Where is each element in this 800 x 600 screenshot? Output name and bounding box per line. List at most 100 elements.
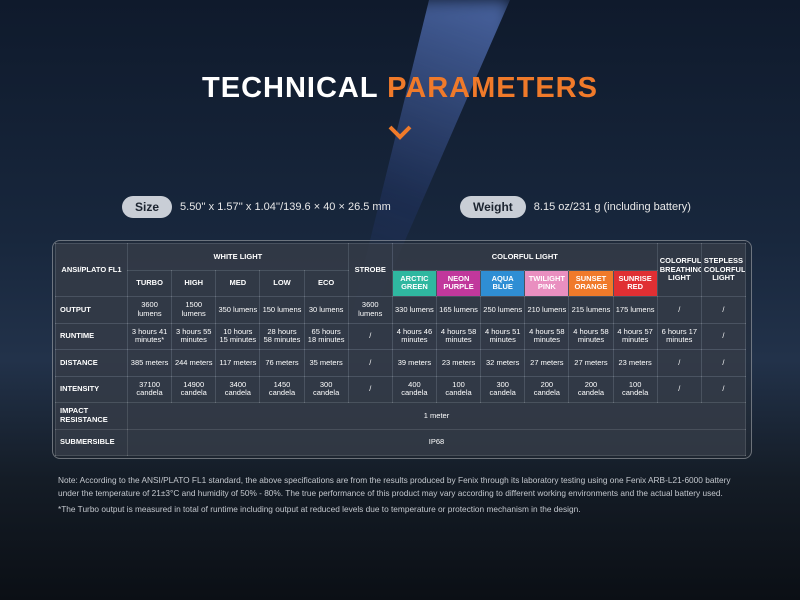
title-part: TECHNICAL xyxy=(202,72,379,104)
cell: 1450 candela xyxy=(259,375,305,403)
cell: 385 meters xyxy=(126,349,173,377)
cell: 28 hours 58 minutes xyxy=(259,322,305,350)
row-label: DISTANCE xyxy=(55,349,128,377)
cell: 200 candela xyxy=(568,375,614,403)
cell: / xyxy=(700,322,747,350)
group-header: STROBE xyxy=(347,243,393,297)
row-label: IMPACT RESISTANCE xyxy=(55,402,128,430)
cell: / xyxy=(656,296,702,324)
cell: 39 meters xyxy=(391,349,437,377)
header-row: TURBO HIGH MED LOW ECO ARCTIC GREEN NEON PURPL… xyxy=(56,269,746,297)
cell: 27 meters xyxy=(568,349,614,377)
cell: 27 meters xyxy=(524,349,570,377)
cell: 330 lumens xyxy=(391,296,437,324)
cell: 400 candela xyxy=(391,375,437,403)
cell: IP68 xyxy=(126,428,747,456)
group-header: COLORFUL BREATHING LIGHT xyxy=(656,243,702,297)
cell: / xyxy=(700,375,747,403)
cell: 4 hours 57 minutes xyxy=(612,322,658,350)
cell: 23 meters xyxy=(435,349,482,377)
cell: 10 hours 15 minutes xyxy=(215,322,261,350)
row-label: INTENSITY xyxy=(55,375,128,403)
mode-header: HIGH xyxy=(171,269,217,297)
cell: / xyxy=(347,375,393,403)
mode-header: MED xyxy=(215,269,261,297)
cell: 14900 candela xyxy=(171,375,217,403)
mode-header: ECO xyxy=(303,269,349,297)
cell: / xyxy=(347,322,393,350)
mode-header: TURBO xyxy=(126,269,173,297)
spec-value: 5.50'' x 1.57'' x 1.04''/139.6 × 40 × 26… xyxy=(180,201,391,213)
cell: 32 meters xyxy=(480,349,526,377)
cell: 1 meter xyxy=(126,402,747,430)
group-header: WHITE LIGHT xyxy=(127,243,349,271)
cell: 175 lumens xyxy=(612,296,658,324)
cell: / xyxy=(700,349,747,377)
cell: 117 meters xyxy=(215,349,261,377)
mode-header: NEON PURPLE xyxy=(435,269,482,297)
mode-header: ARCTIC GREEN xyxy=(391,269,437,297)
table-frame: ANSI/PLATO FL1 WHITE LIGHT STROBE COLORFUL … xyxy=(52,240,752,459)
cell: 35 meters xyxy=(303,349,349,377)
cell: 4 hours 58 minutes xyxy=(568,322,614,350)
cell: 76 meters xyxy=(259,349,305,377)
cell: 4 hours 58 minutes xyxy=(524,322,570,350)
cell: / xyxy=(700,296,747,324)
spec: Size 5.50'' x 1.57'' x 1.04''/139.6 × 40 … xyxy=(122,196,391,218)
corner-cell: ANSI/PLATO FL1 xyxy=(55,243,128,297)
data-row: IMPACT RESISTANCE 1 meter xyxy=(55,402,747,430)
cell: 1500 lumens xyxy=(171,296,217,324)
spec-label: Size xyxy=(122,196,173,218)
spec-table: ANSI/PLATO FL1 WHITE LIGHT STROBE COLORFUL … xyxy=(55,243,747,456)
cell: 30 lumens xyxy=(303,296,349,324)
title: TECHNICAL PARAMETERS xyxy=(0,72,800,105)
cell: 3600 lumens xyxy=(347,296,393,324)
cell: 65 hours 18 minutes xyxy=(303,322,349,350)
cell: 3 hours 41 minutes* xyxy=(126,322,173,350)
cell: / xyxy=(347,349,393,377)
cell: 165 lumens xyxy=(435,296,482,324)
cell: 210 lumens xyxy=(524,296,570,324)
cell: / xyxy=(656,349,702,377)
mode-header: TWILIGHT PINK xyxy=(524,269,570,297)
cell: 300 candela xyxy=(480,375,526,403)
row-label: RUNTIME xyxy=(55,322,128,350)
cell: 6 hours 17 minutes xyxy=(656,322,702,350)
cell: 100 candela xyxy=(612,375,658,403)
mode-header: SUNRISE RED xyxy=(612,269,658,297)
data-row: OUTPUT 3600 lumens 1500 lumens 350 lumens 15… xyxy=(55,296,747,324)
header-row: ANSI/PLATO FL1 WHITE LIGHT STROBE COLORFUL … xyxy=(55,243,747,297)
cell: 350 lumens xyxy=(215,296,261,324)
group-header: COLORFUL LIGHT xyxy=(391,243,658,271)
cell: 200 candela xyxy=(524,375,570,403)
cell: 244 meters xyxy=(171,349,217,377)
cell: 3400 candela xyxy=(215,375,261,403)
cell: 4 hours 58 minutes xyxy=(435,322,482,350)
cell: 23 meters xyxy=(612,349,658,377)
note: *The Turbo output is measured in total o… xyxy=(58,504,581,514)
row-label: SUBMERSIBLE xyxy=(55,428,128,456)
cell: 215 lumens xyxy=(568,296,614,324)
cell: 100 candela xyxy=(435,375,482,403)
spec-value: 8.15 oz/231 g (including battery) xyxy=(533,201,691,213)
spec-label: Weight xyxy=(460,196,526,218)
row-label: OUTPUT xyxy=(55,296,128,324)
cell: 150 lumens xyxy=(259,296,305,324)
chevron-icon xyxy=(388,125,412,140)
cell: 250 lumens xyxy=(480,296,526,324)
cell: 3600 lumens xyxy=(126,296,173,324)
cell: 300 candela xyxy=(303,375,349,403)
cell: 3 hours 55 minutes xyxy=(171,322,217,350)
cell: 37100 candela xyxy=(126,375,173,403)
title-part: PARAMETERS xyxy=(387,72,598,104)
cell: 4 hours 51 minutes xyxy=(480,322,526,350)
data-row: SUBMERSIBLE IP68 xyxy=(55,428,747,456)
data-row: RUNTIME 3 hours 41 minutes* 3 hours 55 min… xyxy=(55,322,747,350)
cell: 4 hours 46 minutes xyxy=(391,322,437,350)
cell: / xyxy=(656,375,702,403)
spec: Weight 8.15 oz/231 g (including battery) xyxy=(460,196,691,218)
data-row: DISTANCE 385 meters 244 meters 117 meters 76… xyxy=(55,349,747,377)
data-row: INTENSITY 37100 candela 14900 candela 3400 … xyxy=(55,375,747,403)
group-header: STEPLESS COLORFUL LIGHT xyxy=(700,243,747,297)
